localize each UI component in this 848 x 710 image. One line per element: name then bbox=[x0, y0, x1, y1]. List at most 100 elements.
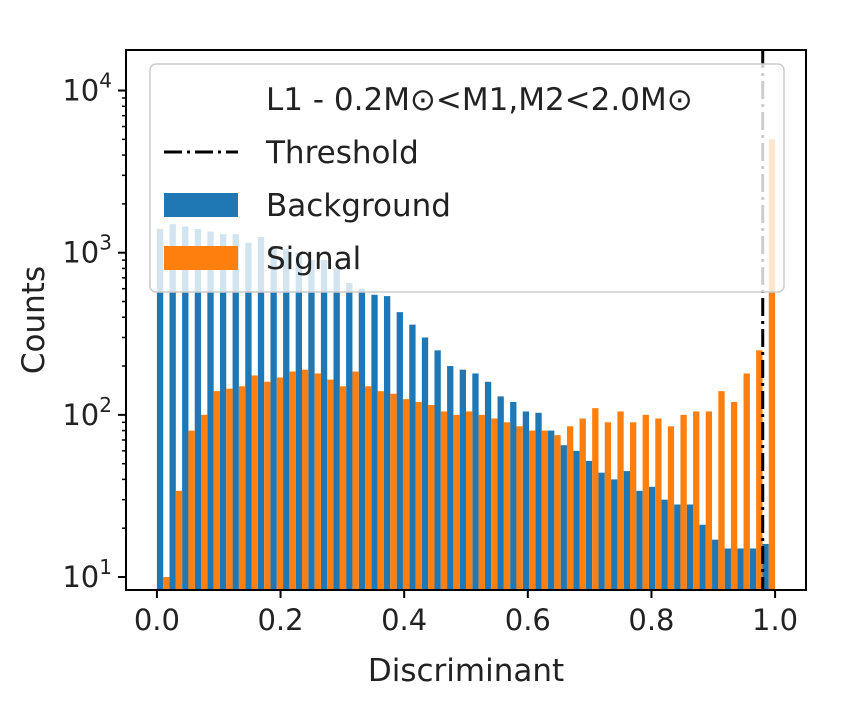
signal-bar bbox=[377, 391, 384, 590]
signal-bar bbox=[390, 393, 397, 590]
background-bar bbox=[320, 260, 328, 590]
signal-bar bbox=[352, 371, 359, 590]
background-bar bbox=[396, 312, 403, 590]
background-bar bbox=[308, 260, 315, 590]
signal-bar bbox=[667, 426, 675, 590]
background-bar bbox=[598, 472, 605, 590]
signal-bar bbox=[402, 399, 410, 590]
background-bar bbox=[737, 548, 744, 590]
background-bar bbox=[484, 381, 492, 590]
x-tick-label: 1.0 bbox=[752, 603, 798, 637]
background-bar bbox=[295, 252, 302, 590]
signal-bar bbox=[302, 369, 309, 590]
signal-bar bbox=[251, 375, 258, 590]
background-bar bbox=[182, 226, 189, 590]
background-bar bbox=[409, 324, 416, 590]
background-bar bbox=[548, 430, 555, 590]
background-bar bbox=[346, 283, 353, 590]
background-bar bbox=[674, 504, 681, 590]
signal-bar bbox=[466, 411, 473, 590]
background-bar bbox=[421, 337, 429, 590]
background-bar bbox=[194, 229, 202, 590]
background-bar bbox=[219, 234, 227, 591]
background-bar bbox=[371, 294, 378, 590]
signal-bar bbox=[365, 386, 372, 590]
signal-bar bbox=[768, 139, 776, 591]
background-bar bbox=[535, 412, 542, 590]
background-bar bbox=[762, 543, 769, 590]
signal-bar bbox=[756, 350, 763, 590]
plot-frame bbox=[125, 49, 807, 591]
background-bar bbox=[497, 396, 504, 590]
x-tick-label: 0.4 bbox=[381, 603, 427, 637]
background-bar bbox=[245, 242, 252, 591]
signal-bar bbox=[743, 373, 750, 590]
signal-bar bbox=[314, 373, 321, 590]
axis-ticks bbox=[118, 89, 777, 598]
signal-bar bbox=[163, 577, 170, 590]
x-tick-label: 0.8 bbox=[628, 603, 674, 637]
signal-bar bbox=[327, 379, 334, 590]
background-bar bbox=[623, 471, 631, 590]
background-bar bbox=[510, 402, 517, 590]
y-tick-label: 103 bbox=[62, 231, 112, 270]
background-bar bbox=[522, 411, 530, 590]
signal-bar bbox=[705, 411, 713, 590]
y-tick-label: 102 bbox=[62, 393, 112, 432]
background-bar bbox=[611, 479, 618, 590]
signal-bar bbox=[718, 391, 725, 590]
signal-bar bbox=[276, 377, 284, 590]
background-bar bbox=[169, 224, 176, 590]
legend-box bbox=[149, 63, 785, 293]
background-bar bbox=[333, 268, 340, 590]
legend-background-swatch bbox=[164, 193, 238, 217]
signal-bar bbox=[226, 388, 233, 590]
background-bar bbox=[573, 450, 580, 590]
signal-bar bbox=[428, 405, 435, 590]
background-bar bbox=[636, 490, 643, 590]
signal-bar bbox=[478, 414, 485, 590]
signal-bar bbox=[529, 430, 536, 590]
signal-bar bbox=[188, 430, 195, 590]
legend-background-label: Background bbox=[266, 188, 451, 224]
signal-bar bbox=[175, 490, 183, 590]
legend-signal-swatch bbox=[164, 246, 238, 270]
histogram-bars bbox=[156, 139, 776, 591]
background-bar bbox=[699, 524, 706, 590]
signal-bar bbox=[541, 430, 548, 590]
signal-bar bbox=[503, 422, 511, 590]
y-axis-label: Counts bbox=[16, 266, 52, 374]
background-bar bbox=[712, 539, 719, 590]
signal-bar bbox=[289, 371, 296, 590]
signal-bar bbox=[238, 386, 246, 590]
signal-bar bbox=[693, 411, 700, 590]
signal-bar bbox=[604, 422, 612, 590]
background-bar bbox=[383, 296, 391, 590]
background-bar bbox=[648, 486, 656, 590]
background-bar bbox=[447, 366, 454, 590]
background-bar bbox=[661, 499, 668, 590]
signal-bar bbox=[655, 418, 662, 590]
background-bar bbox=[686, 504, 694, 590]
y-tick-label: 104 bbox=[62, 69, 112, 108]
signal-bar bbox=[554, 435, 561, 590]
legend-threshold-label: Threshold bbox=[265, 135, 419, 171]
background-bar bbox=[156, 229, 164, 590]
signal-bar bbox=[617, 411, 624, 590]
background-bar bbox=[585, 460, 593, 590]
background-bar bbox=[283, 249, 290, 590]
signal-bar bbox=[579, 418, 586, 590]
signal-bar bbox=[453, 414, 460, 590]
x-axis-label: Discriminant bbox=[368, 653, 564, 689]
signal-bar bbox=[680, 414, 687, 590]
signal-bar bbox=[440, 411, 448, 590]
x-tick-label: 0.0 bbox=[134, 603, 180, 637]
background-bar bbox=[724, 548, 731, 590]
signal-bar bbox=[264, 381, 271, 590]
background-bar bbox=[472, 373, 479, 590]
signal-bar bbox=[201, 414, 208, 590]
background-bar bbox=[749, 548, 757, 590]
background-bar bbox=[232, 234, 239, 591]
background-bar bbox=[207, 231, 214, 590]
